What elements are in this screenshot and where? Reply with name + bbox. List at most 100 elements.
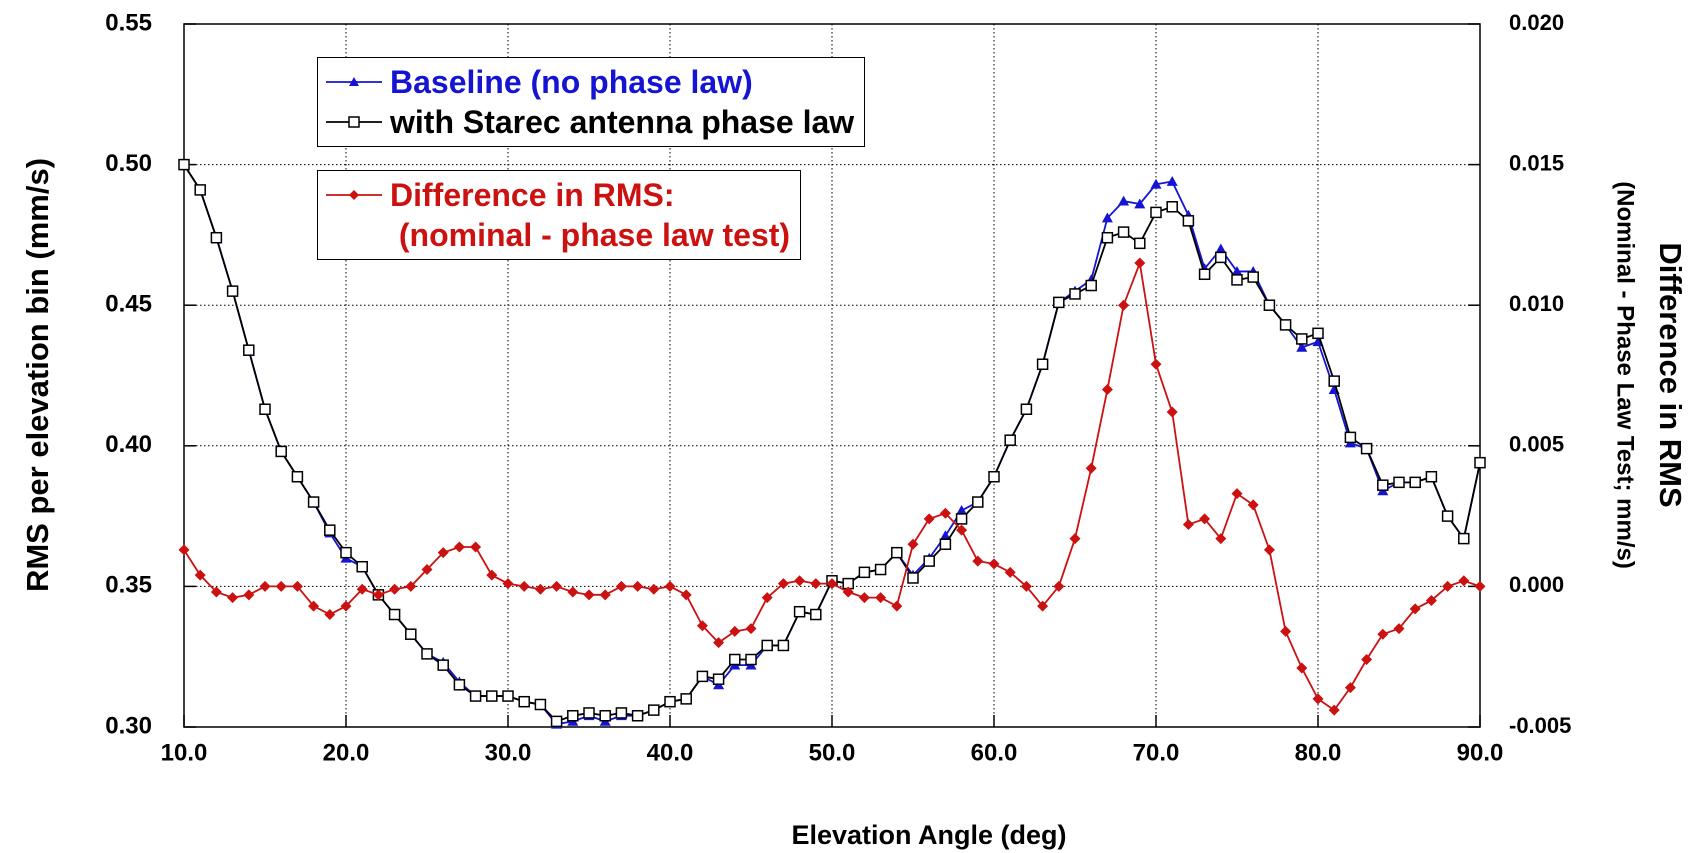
marker [1377,479,1389,491]
marker [1215,243,1227,254]
marker [955,513,968,525]
marker [1377,628,1389,640]
marker [1442,580,1454,592]
y2-axis-sublabel: (Nominal - Phase Law Test; mm/s) [1612,181,1639,569]
marker [1101,384,1113,396]
marker [1458,532,1470,545]
marker [1053,580,1065,592]
legend: Baseline (no phase law) with Starec anten… [317,57,866,147]
marker [1004,566,1016,578]
marker [1036,358,1049,371]
marker [923,555,935,567]
marker [227,592,239,604]
y-tick-label: 0.55 [105,9,152,36]
y2-tick-label: 0.005 [1509,432,1564,457]
marker [1312,693,1324,705]
marker [486,569,498,581]
marker [405,580,417,592]
marker [583,589,595,601]
marker [372,589,384,601]
marker [1296,341,1308,352]
marker [349,77,359,86]
marker [1085,279,1097,292]
x-axis-label: Elevation Angle (deg) [791,820,1066,850]
marker [1231,265,1243,276]
marker [534,583,546,595]
marker [348,116,360,128]
marker [745,623,757,635]
marker [1215,533,1227,545]
marker [696,620,708,632]
marker [729,625,741,637]
marker [1344,431,1357,444]
marker [291,580,303,592]
marker [793,605,806,618]
marker [1101,212,1113,223]
legend-icon [326,190,382,200]
marker [243,589,255,601]
x-tick-label: 60.0 [971,739,1018,766]
marker [1328,375,1340,387]
legend-icon [326,77,382,86]
x-tick-label: 40.0 [647,739,694,766]
marker [891,546,903,559]
marker [1198,268,1211,281]
marker [1118,195,1130,206]
marker [421,564,433,576]
legend-entry: with Starec antenna phase law [324,102,854,142]
marker [826,578,838,590]
y2-tick-label: 0.010 [1509,291,1564,316]
marker [777,639,790,652]
marker [858,566,871,579]
legend-entry: Difference in RMS: (nominal - phase law … [324,175,790,255]
marker [470,541,482,553]
marker [1020,403,1033,415]
marker [1231,488,1243,500]
marker [1344,682,1356,694]
marker [988,558,1000,570]
marker [761,639,773,652]
plot-frame [183,23,1481,728]
marker [1069,533,1081,545]
legend-label: Difference in RMS: (nominal - phase law … [390,177,791,253]
marker [648,704,660,716]
marker [1474,456,1486,469]
marker [939,530,951,541]
marker [1474,580,1486,592]
marker [745,653,757,666]
legend-label: Baseline (no phase law) [390,64,753,100]
marker [1166,406,1178,418]
marker [349,190,359,200]
legend-icon [326,116,382,128]
marker [907,572,919,584]
marker [502,578,514,590]
y-tick-label: 0.50 [105,150,152,177]
marker [1085,462,1097,474]
marker [1004,434,1016,446]
marker [1037,600,1049,612]
marker [1134,198,1146,209]
marker [178,544,190,556]
marker [680,693,692,705]
marker [1166,201,1178,213]
y2-tick-label: 0.020 [1509,10,1564,35]
y-tick-label: 0.35 [105,572,152,599]
marker [486,690,498,702]
legend-label: with Starec antenna phase law [390,104,855,140]
marker [1182,519,1194,531]
marker [1425,594,1437,606]
marker [453,541,465,553]
marker [648,583,660,595]
marker [356,583,368,595]
marker [712,673,725,685]
marker [518,580,530,592]
marker [437,659,449,671]
marker [1069,288,1081,300]
marker [907,538,919,550]
marker [615,707,628,719]
marker [405,628,417,640]
marker [1053,296,1065,309]
marker [340,546,352,559]
marker [340,600,352,612]
